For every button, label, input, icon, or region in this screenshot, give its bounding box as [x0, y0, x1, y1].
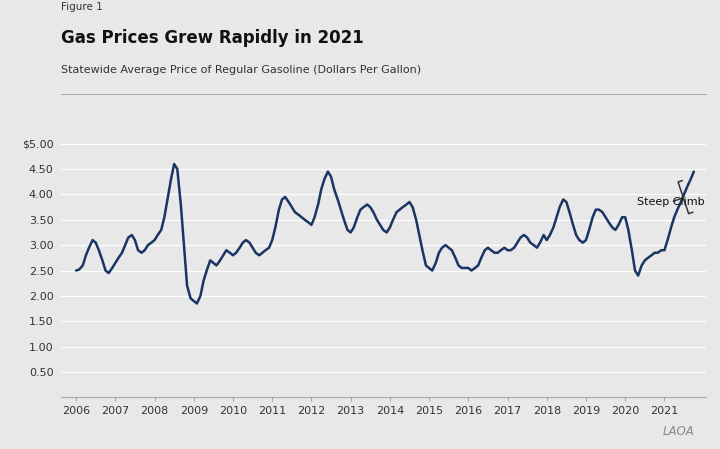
Text: Figure 1: Figure 1: [61, 2, 103, 12]
Text: LAOA: LAOA: [663, 425, 695, 438]
Text: Gas Prices Grew Rapidly in 2021: Gas Prices Grew Rapidly in 2021: [61, 29, 364, 47]
Text: Steep Climb: Steep Climb: [637, 180, 705, 214]
Text: Statewide Average Price of Regular Gasoline (Dollars Per Gallon): Statewide Average Price of Regular Gasol…: [61, 65, 421, 75]
